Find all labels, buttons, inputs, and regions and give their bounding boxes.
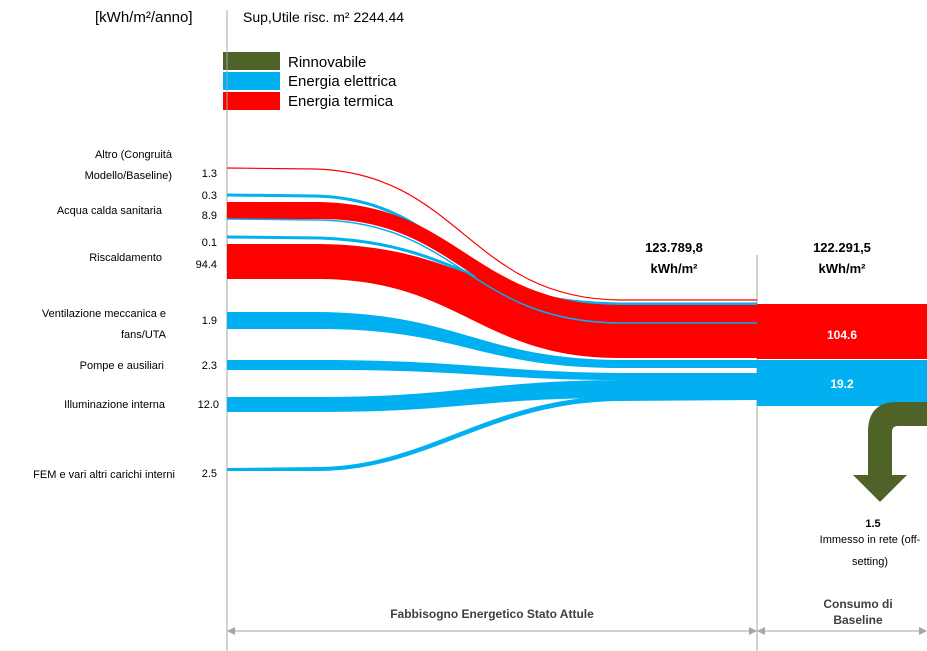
value-riscaldamento-thermal: 94.4 — [196, 259, 217, 271]
export-label-line-2: setting) — [852, 556, 888, 568]
legend-swatch-renewable — [223, 52, 280, 70]
footer-right-label-line-1: Consumo di — [823, 597, 892, 611]
consumption-thermal-value: 104.6 — [827, 328, 857, 342]
category-label-ventilazione-line-2: fans/UTA — [121, 329, 167, 341]
value-acs-electric: 0.3 — [202, 190, 217, 202]
value-altro: 1.3 — [202, 168, 217, 180]
category-label-riscaldamento: Riscaldamento — [89, 252, 162, 264]
flow-acs-thermal — [227, 202, 757, 321]
category-labels: Altro (Congruità Modello/Baseline) Acqua… — [33, 149, 175, 481]
category-label-altro-line-1: Altro (Congruità — [95, 149, 173, 161]
unit-label: [kWh/m²/anno] — [95, 9, 193, 26]
total-need-unit: kWh/m² — [651, 261, 699, 276]
value-riscaldamento-electric: 0.1 — [202, 237, 217, 249]
footer-left-arrow-end — [749, 627, 757, 635]
category-label-altro-line-2: Modello/Baseline) — [85, 170, 172, 182]
consumption-electric-block — [757, 360, 927, 406]
flow-acs-divider — [226, 218, 757, 324]
legend-swatch-thermal — [223, 92, 280, 110]
value-labels: 1.3 0.3 8.9 0.1 94.4 1.9 2.3 12.0 2.5 — [196, 168, 219, 480]
footer-right-label-line-2: Baseline — [833, 613, 883, 627]
flow-altro — [226, 167, 757, 301]
legend-label-electric: Energia elettrica — [288, 73, 397, 90]
category-label-acs: Acqua calda sanitaria — [57, 205, 163, 217]
total-need-value: 123.789,8 — [645, 240, 703, 255]
footer-dimension-lines — [227, 627, 927, 635]
renewable-export-arrow — [853, 402, 927, 502]
consumption-thermal-block — [757, 304, 927, 359]
export-label-line-1: Immesso in rete (off- — [820, 534, 921, 546]
flow-ventilazione — [227, 312, 757, 368]
value-illuminazione: 12.0 — [198, 399, 219, 411]
legend-label-thermal: Energia termica — [288, 93, 394, 110]
flow-riscaldamento-thermal — [227, 244, 757, 358]
legend-label-renewable: Rinnovabile — [288, 54, 366, 71]
footer-left-arrow-start — [227, 627, 235, 635]
category-label-fem: FEM e vari altri carichi interni — [33, 469, 175, 481]
value-fem: 2.5 — [202, 468, 217, 480]
value-ventilazione: 1.9 — [202, 315, 217, 327]
category-label-illuminazione: Illuminazione interna — [64, 399, 166, 411]
footer-right-arrow-end — [919, 627, 927, 635]
total-consumption-value: 122.291,5 — [813, 240, 871, 255]
flow-pompe — [227, 360, 757, 380]
total-consumption-unit: kWh/m² — [819, 261, 867, 276]
legend-swatch-electric — [223, 72, 280, 90]
flows — [226, 167, 757, 471]
flow-illuminazione — [227, 380, 757, 412]
consumption-electric-value: 19.2 — [830, 377, 854, 391]
footer-right-arrow-start — [757, 627, 765, 635]
category-label-pompe: Pompe e ausiliari — [80, 360, 164, 372]
footer-left-label: Fabbisogno Energetico Stato Attule — [390, 607, 594, 621]
export-value: 1.5 — [865, 518, 880, 530]
surface-label: Sup,Utile risc. m² 2244.44 — [243, 9, 404, 25]
category-label-ventilazione-line-1: Ventilazione meccanica e — [42, 308, 166, 320]
legend: Rinnovabile Energia elettrica Energia te… — [223, 52, 397, 110]
value-acs-thermal: 8.9 — [202, 210, 217, 222]
value-pompe: 2.3 — [202, 360, 217, 372]
